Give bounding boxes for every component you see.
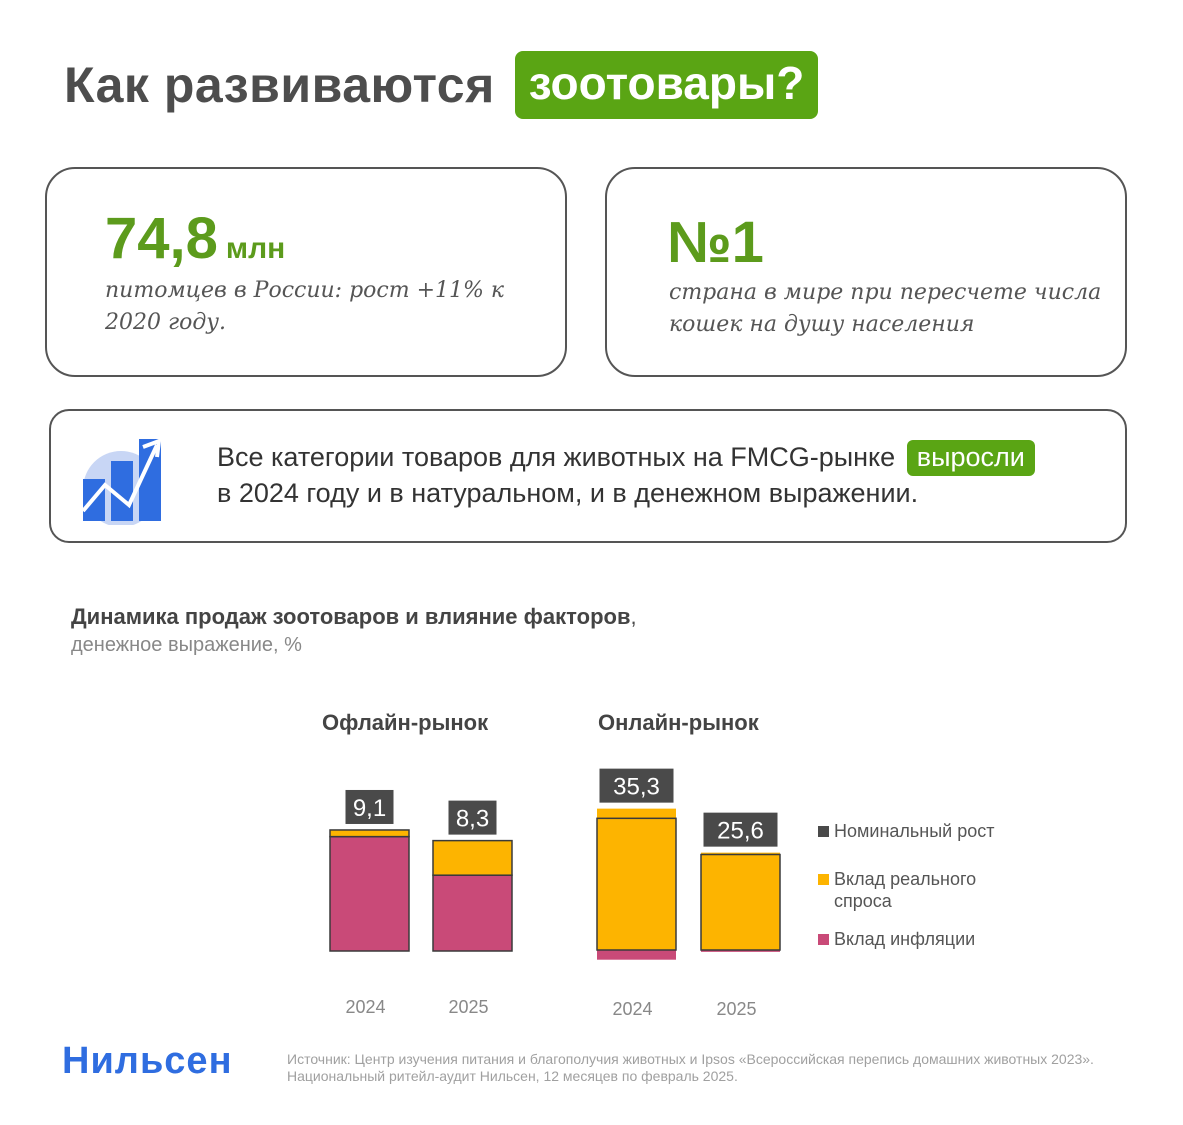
growth-chart-icon [81,435,165,530]
chart-heading: Динамика продаж зоотоваров и влияние фак… [71,604,637,657]
legend-swatch-real [818,874,829,885]
nominal-growth-label: 35,3 [613,774,660,801]
nominal-growth-label: 9,1 [353,795,386,822]
banner-text-before: Все категории товаров для животных на FM… [217,442,896,472]
banner-highlight: выросли [906,440,1035,476]
stat-card-cats: №1 страна в мире при пересчете числа кош… [605,167,1127,377]
bar-real-demand [597,808,676,950]
bar-inflation [701,950,780,952]
legend-swatch-nominal [818,826,829,837]
pets-count: 74,8 [105,206,218,271]
offline-market-title: Офлайн-рынок [322,710,489,735]
nominal-growth-box [703,812,778,847]
source-line-1: Источник: Центр изучения питания и благо… [287,1051,1094,1067]
stat-number: 74,8 млн [105,205,285,272]
nominal-growth-label: 8,3 [456,806,489,833]
legend-swatch-inflation [818,934,829,945]
chart-subtitle: денежное выражение, % [71,634,302,656]
nominal-growth-box [599,768,674,803]
online-market-title: Онлайн-рынок [598,710,759,735]
year-tick-label: 2024 [612,999,652,1019]
nielsen-logo: Нильсен [62,1040,233,1082]
bar-inflation [432,874,513,952]
title-text: Как развиваются [64,57,495,113]
nominal-growth-box [448,800,497,835]
growth-banner: Все категории товаров для животных на FM… [49,409,1127,543]
rank-description: страна в мире при пересчете числа кошек … [669,280,1102,337]
pets-unit: млн [225,232,286,265]
chart-title-comma: , [630,604,637,629]
source-note: Источник: Центр изучения питания и благо… [287,1051,1157,1085]
bar-real-demand [329,829,410,838]
rank-number: №1 [667,210,764,275]
bar-inflation [329,835,410,952]
year-tick-label: 2024 [345,997,385,1017]
legend-label-real: Вклад реального спроса [834,869,977,911]
bar-real-demand [432,839,513,876]
year-tick-label: 2025 [448,997,488,1017]
nominal-growth-label: 25,6 [717,818,764,845]
year-tick-label: 2025 [716,999,756,1019]
title-highlight: зоотовары? [514,51,819,119]
nominal-growth-box [345,789,394,824]
stat-card-pets: 74,8 млн питомцев в России: рост +11% к 2… [45,167,567,377]
bar-real-demand [701,852,780,950]
source-line-2: Национальный ритейл-аудит Нильсен, 12 ме… [287,1068,738,1084]
banner-text: Все категории товаров для животных на FM… [217,439,1035,511]
page-title: Как развиваются зоотовары? [64,50,819,120]
bar-inflation [597,950,676,960]
legend-label-nominal: Номинальный рост [834,821,995,841]
legend-label-inflation: Вклад инфляции [834,929,976,949]
bar-nominal-outline [700,853,781,951]
chart-title: Динамика продаж зоотоваров и влияние фак… [71,604,631,629]
pets-description: питомцев в России: рост +11% к 2020 году… [105,278,505,335]
bar-nominal-outline [596,817,677,951]
banner-text-after: в 2024 году и в натуральном, и в денежно… [217,478,919,508]
